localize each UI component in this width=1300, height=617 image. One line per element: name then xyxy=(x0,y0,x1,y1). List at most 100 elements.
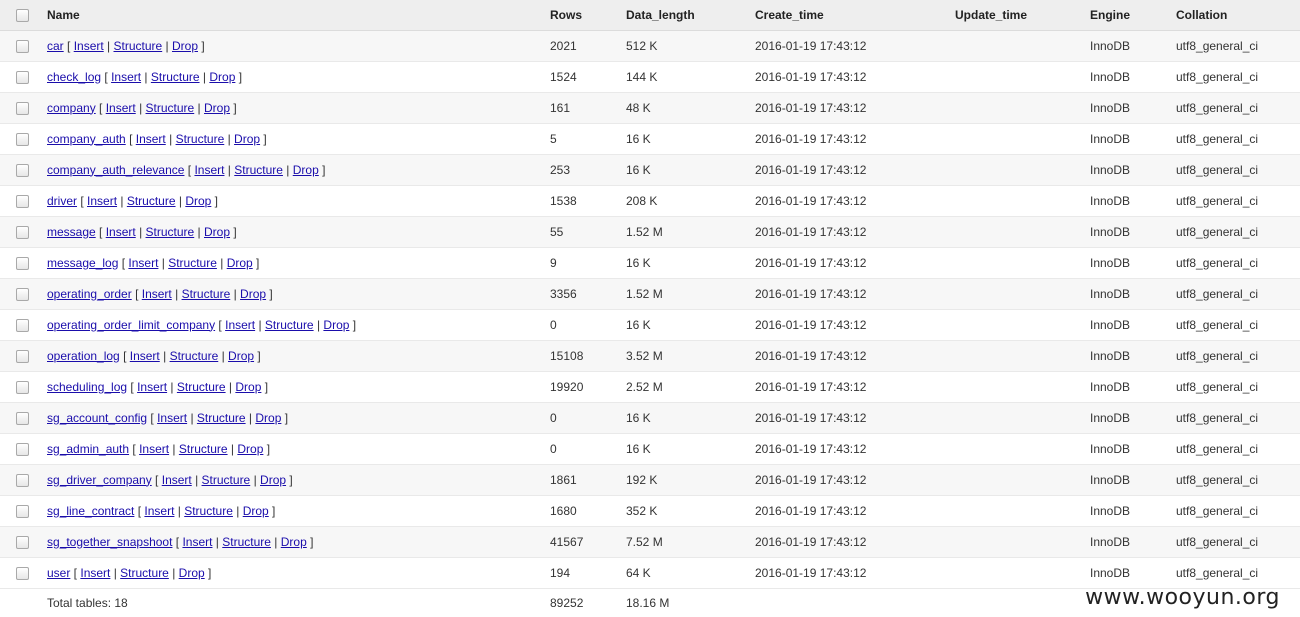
insert-link[interactable]: Insert xyxy=(161,472,192,487)
insert-link[interactable]: Insert xyxy=(157,410,188,425)
structure-link[interactable]: Structure xyxy=(196,410,246,425)
insert-link[interactable]: Insert xyxy=(194,162,225,177)
drop-link[interactable]: Drop xyxy=(323,317,350,332)
col-create-time[interactable]: Create_time xyxy=(755,0,955,31)
structure-link[interactable]: Structure xyxy=(120,565,169,580)
structure-link[interactable]: Structure xyxy=(181,286,231,301)
table-name-link[interactable]: user xyxy=(47,565,71,580)
insert-link[interactable]: Insert xyxy=(87,193,118,208)
drop-link[interactable]: Drop xyxy=(234,131,261,146)
structure-link[interactable]: Structure xyxy=(264,317,314,332)
structure-link[interactable]: Structure xyxy=(222,534,271,549)
table-name-link[interactable]: message_log xyxy=(47,255,119,270)
row-checkbox[interactable] xyxy=(16,504,29,518)
drop-link[interactable]: Drop xyxy=(292,162,319,177)
insert-link[interactable]: Insert xyxy=(144,503,175,518)
row-checkbox[interactable] xyxy=(16,225,29,239)
table-name-link[interactable]: message xyxy=(47,224,96,239)
structure-link[interactable]: Structure xyxy=(184,503,233,518)
table-name-link[interactable]: operating_order xyxy=(47,286,132,301)
table-name-link[interactable]: check_log xyxy=(47,69,102,84)
row-checkbox[interactable] xyxy=(16,535,29,549)
row-checkbox[interactable] xyxy=(16,349,29,363)
col-engine[interactable]: Engine xyxy=(1090,0,1176,31)
drop-link[interactable]: Drop xyxy=(228,348,255,363)
insert-link[interactable]: Insert xyxy=(128,255,159,270)
table-name-link[interactable]: operation_log xyxy=(47,348,120,363)
insert-link[interactable]: Insert xyxy=(182,534,213,549)
table-name-link[interactable]: sg_admin_auth xyxy=(47,441,130,456)
drop-link[interactable]: Drop xyxy=(240,286,267,301)
table-name-link[interactable]: sg_account_config xyxy=(47,410,148,425)
drop-link[interactable]: Drop xyxy=(178,565,205,580)
table-name-link[interactable]: company xyxy=(47,100,96,115)
structure-link[interactable]: Structure xyxy=(169,348,219,363)
col-update-time[interactable]: Update_time xyxy=(955,0,1090,31)
row-checkbox[interactable] xyxy=(16,39,29,53)
row-checkbox[interactable] xyxy=(16,194,29,208)
row-checkbox[interactable] xyxy=(16,442,29,456)
insert-link[interactable]: Insert xyxy=(225,317,256,332)
drop-link[interactable]: Drop xyxy=(260,472,287,487)
insert-link[interactable]: Insert xyxy=(137,379,168,394)
drop-link[interactable]: Drop xyxy=(235,379,262,394)
drop-link[interactable]: Drop xyxy=(204,100,231,115)
row-checkbox[interactable] xyxy=(16,411,29,425)
row-checkbox[interactable] xyxy=(16,318,29,332)
drop-link[interactable]: Drop xyxy=(242,503,269,518)
row-checkbox[interactable] xyxy=(16,380,29,394)
row-checkbox[interactable] xyxy=(16,473,29,487)
structure-link[interactable]: Structure xyxy=(201,472,251,487)
row-checkbox[interactable] xyxy=(16,163,29,177)
insert-link[interactable]: Insert xyxy=(135,131,166,146)
table-name-link[interactable]: company_auth_relevance xyxy=(47,162,185,177)
insert-link[interactable]: Insert xyxy=(105,100,136,115)
structure-link[interactable]: Structure xyxy=(175,131,225,146)
drop-link[interactable]: Drop xyxy=(204,224,231,239)
row-checkbox[interactable] xyxy=(16,566,29,580)
structure-link[interactable]: Structure xyxy=(176,379,226,394)
structure-link[interactable]: Structure xyxy=(150,69,200,84)
insert-link[interactable]: Insert xyxy=(105,224,136,239)
insert-link[interactable]: Insert xyxy=(80,565,111,580)
drop-link[interactable]: Drop xyxy=(226,255,253,270)
insert-link[interactable]: Insert xyxy=(139,441,170,456)
row-checkbox[interactable] xyxy=(16,132,29,146)
row-checkbox[interactable] xyxy=(16,70,29,84)
table-name-link[interactable]: driver xyxy=(47,193,78,208)
table-name-link[interactable]: operating_order_limit_company xyxy=(47,317,216,332)
table-name-link[interactable]: sg_together_snapshoot xyxy=(47,534,173,549)
drop-link[interactable]: Drop xyxy=(185,193,212,208)
table-name-link[interactable]: sg_line_contract xyxy=(47,503,135,518)
structure-link[interactable]: Structure xyxy=(113,38,163,53)
table-name-link[interactable]: company_auth xyxy=(47,131,126,146)
structure-link[interactable]: Structure xyxy=(145,100,195,115)
insert-link[interactable]: Insert xyxy=(111,69,142,84)
structure-link[interactable]: Structure xyxy=(168,255,217,270)
row-checkbox[interactable] xyxy=(16,287,29,301)
table-name-link[interactable]: car xyxy=(47,38,64,53)
table-name-link[interactable]: scheduling_log xyxy=(47,379,128,394)
table-name-link[interactable]: sg_driver_company xyxy=(47,472,152,487)
drop-link[interactable]: Drop xyxy=(237,441,264,456)
row-checkbox[interactable] xyxy=(16,101,29,115)
drop-link[interactable]: Drop xyxy=(171,38,198,53)
structure-link[interactable]: Structure xyxy=(145,224,195,239)
drop-link[interactable]: Drop xyxy=(255,410,282,425)
insert-link[interactable]: Insert xyxy=(73,38,104,53)
bracket-close: ] xyxy=(235,69,243,84)
col-collation[interactable]: Collation xyxy=(1176,0,1300,31)
structure-link[interactable]: Structure xyxy=(178,441,228,456)
create-time-cell: 2016-01-19 17:43:12 xyxy=(755,185,955,217)
select-all-checkbox[interactable] xyxy=(16,8,29,22)
structure-link[interactable]: Structure xyxy=(234,162,283,177)
row-checkbox[interactable] xyxy=(16,256,29,270)
insert-link[interactable]: Insert xyxy=(141,286,172,301)
col-data-length[interactable]: Data_length xyxy=(626,0,755,31)
drop-link[interactable]: Drop xyxy=(209,69,236,84)
col-name[interactable]: Name xyxy=(47,0,550,31)
drop-link[interactable]: Drop xyxy=(280,534,307,549)
insert-link[interactable]: Insert xyxy=(129,348,160,363)
col-rows[interactable]: Rows xyxy=(550,0,626,31)
structure-link[interactable]: Structure xyxy=(126,193,176,208)
